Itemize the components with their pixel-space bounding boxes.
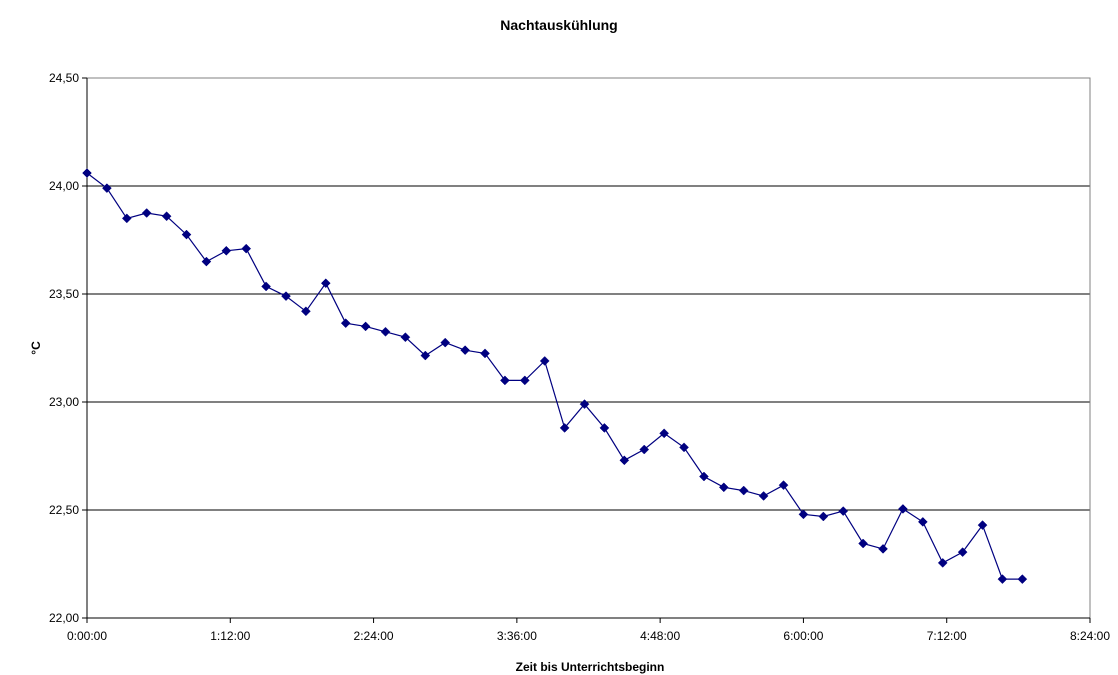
data-point: [599, 423, 610, 433]
data-point: [141, 208, 152, 218]
x-tick-label: 1:12:00: [210, 629, 250, 643]
data-point: [738, 485, 749, 496]
data-point: [500, 375, 510, 386]
data-point: [82, 168, 92, 178]
data-point: [579, 399, 590, 410]
data-point: [778, 480, 789, 491]
data-point: [181, 229, 192, 240]
data-point: [241, 243, 252, 254]
data-point: [261, 281, 271, 292]
data-point: [878, 544, 888, 554]
data-point: [818, 511, 829, 522]
data-point: [420, 350, 431, 361]
data-point: [201, 256, 212, 267]
data-point: [1017, 574, 1028, 584]
data-point: [301, 306, 311, 317]
x-axis-label: Zeit bis Unterrichtsbeginn: [516, 660, 665, 674]
data-point: [758, 491, 769, 501]
data-point: [957, 547, 968, 557]
data-point: [519, 375, 530, 386]
data-point: [718, 482, 729, 493]
data-point: [320, 278, 331, 289]
data-point: [619, 455, 630, 466]
data-point: [380, 326, 391, 337]
data-point: [360, 321, 371, 332]
data-point: [838, 506, 849, 516]
data-point: [340, 318, 351, 329]
y-tick-label: 22,00: [49, 611, 79, 625]
data-point: [977, 520, 988, 530]
data-point: [639, 444, 650, 455]
series-temperature: [82, 168, 1028, 584]
x-tick-label: 3:36:00: [497, 629, 537, 643]
data-point: [121, 213, 132, 224]
data-point: [659, 428, 669, 439]
y-tick-label: 22,50: [49, 503, 79, 517]
series-line: [86, 172, 1023, 580]
chart-title: Nachtauskühlung: [500, 17, 617, 33]
data-point: [221, 245, 232, 256]
data-point: [858, 538, 868, 549]
data-point: [898, 504, 908, 514]
x-tick-label: 4:48:00: [640, 629, 680, 643]
x-tick-label: 6:00:00: [783, 629, 823, 643]
data-point: [281, 291, 291, 302]
data-point: [460, 345, 470, 356]
data-point: [917, 517, 928, 527]
y-tick-label: 24,50: [49, 71, 79, 85]
y-axis-label: °C: [29, 341, 43, 355]
x-tick-label: 0:00:00: [67, 629, 107, 643]
data-point: [440, 337, 451, 348]
y-tick-label: 24,00: [49, 179, 79, 193]
data-point: [699, 471, 709, 482]
y-axis-ticks: 22,00 22,50 23,00 23,50 24,00 24,50: [49, 71, 87, 625]
data-point: [400, 332, 411, 343]
x-tick-label: 2:24:00: [354, 629, 394, 643]
y-tick-label: 23,00: [49, 395, 79, 409]
x-tick-label: 7:12:00: [927, 629, 967, 643]
data-point: [559, 423, 570, 433]
gridlines: [87, 77, 1090, 511]
data-point: [480, 348, 490, 359]
x-tick-label: 8:24:00: [1070, 629, 1110, 643]
data-point: [539, 356, 550, 366]
x-axis-ticks: 0:00:00 1:12:00 2:24:00 3:36:00 4:48:00 6:00:…: [67, 618, 1110, 643]
y-tick-label: 23,50: [49, 287, 79, 301]
data-point: [937, 558, 948, 568]
data-point: [102, 183, 112, 194]
data-point: [679, 442, 689, 453]
data-point: [997, 574, 1008, 584]
data-point: [798, 509, 809, 520]
data-point: [161, 211, 172, 222]
plot-area-frame: [86, 77, 1091, 619]
